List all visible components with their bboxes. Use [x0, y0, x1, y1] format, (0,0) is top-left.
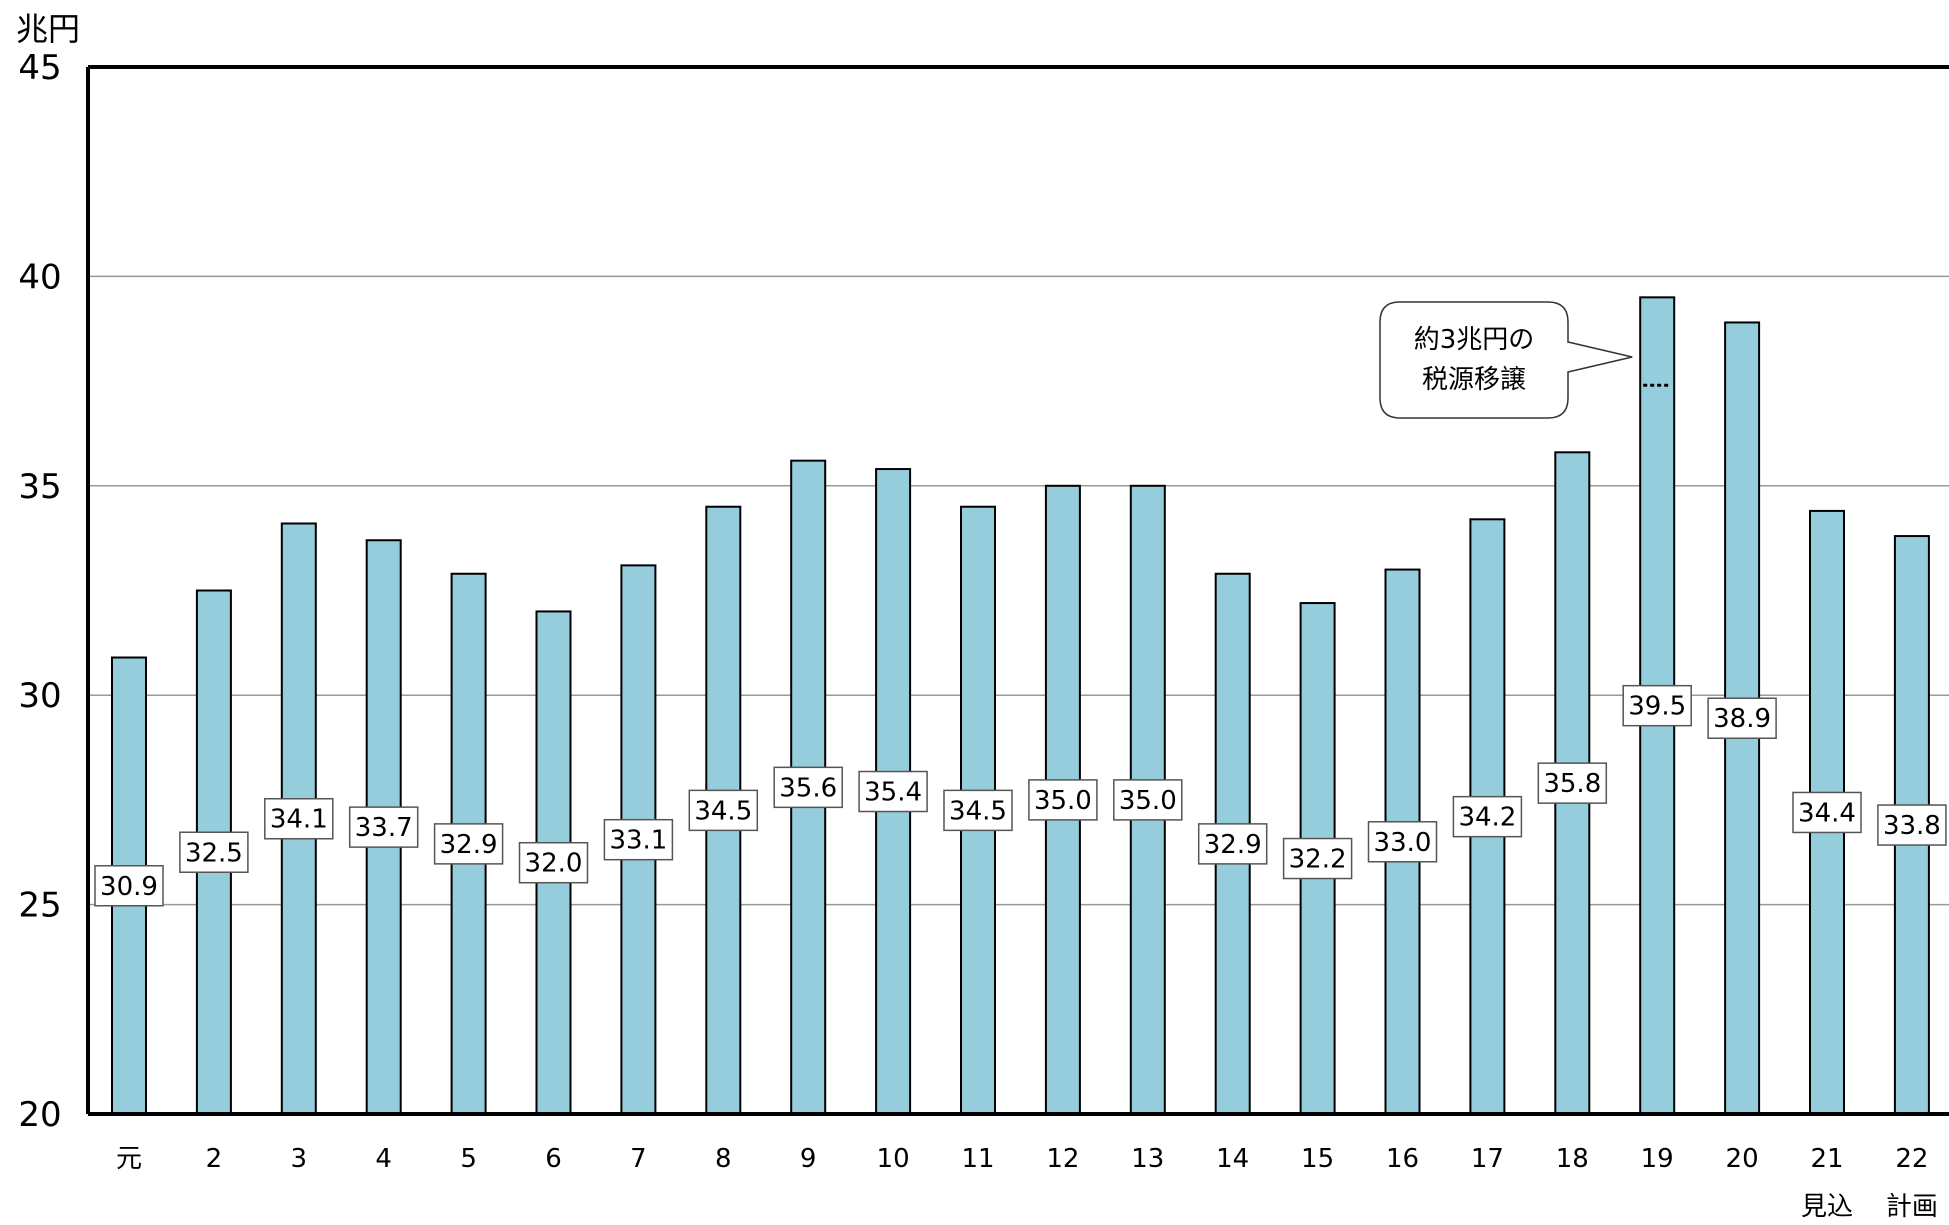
x-tick-label: 2: [206, 1144, 223, 1174]
value-label: 35.0: [1034, 786, 1092, 816]
value-label: 33.8: [1883, 811, 1941, 841]
value-label: 34.5: [694, 796, 752, 826]
value-label-box: [1707, 697, 1777, 739]
value-label-box: [1452, 795, 1523, 838]
x-tick-label: 6: [545, 1144, 562, 1174]
value-label: 32.5: [185, 838, 243, 868]
x-tick-label: 13: [1131, 1144, 1164, 1174]
value-label-box: [1792, 791, 1862, 834]
x-tick-label: 17: [1471, 1144, 1504, 1174]
callout-bubble: [1379, 301, 1633, 419]
value-label: 32.9: [1204, 830, 1262, 860]
y-tick-label: 25: [18, 886, 61, 926]
x-tick-sublabel: 計画: [1886, 1192, 1938, 1221]
x-tick-label: 10: [877, 1144, 910, 1174]
value-label: 32.2: [1289, 845, 1347, 875]
value-label-box: [1537, 762, 1608, 804]
x-tick-label: 18: [1556, 1144, 1589, 1174]
value-label: 34.4: [1798, 798, 1856, 828]
y-tick-label: 35: [18, 467, 61, 507]
value-label: 35.8: [1543, 769, 1601, 799]
value-label: 33.7: [355, 813, 413, 843]
value-label-box: [518, 841, 589, 884]
x-tick-sublabel: 見込: [1801, 1192, 1853, 1221]
value-label: 30.9: [100, 872, 158, 902]
value-label-box: [1113, 779, 1183, 821]
value-label-box: [1877, 804, 1947, 846]
x-tick-label: 12: [1046, 1144, 1079, 1174]
y-tick-label: 40: [18, 257, 61, 297]
value-label-box: [433, 823, 504, 865]
x-tick-label: 8: [715, 1144, 732, 1174]
callout-text: 税源移譲: [1422, 365, 1526, 395]
label-layer: 30.9 32.5 34.1 33.7 32.9 32.0 33.1 34.5 35.6 35.4…: [94, 684, 1947, 907]
x-tick-label: 20: [1726, 1144, 1759, 1174]
x-tick-label: 14: [1216, 1144, 1249, 1174]
x-tick-label: 3: [291, 1144, 308, 1174]
value-label: 35.6: [779, 773, 837, 803]
y-tick-label: 30: [18, 676, 61, 716]
x-tick-label: 21: [1810, 1144, 1843, 1174]
value-label: 38.9: [1713, 704, 1771, 734]
value-label: 35.0: [1119, 786, 1177, 816]
y-tick-label: 45: [18, 48, 61, 88]
value-label: 32.9: [440, 830, 498, 860]
value-label: 39.5: [1628, 692, 1686, 722]
x-tick-label: 4: [375, 1144, 392, 1174]
value-label-box: [858, 770, 928, 813]
value-label-box: [264, 797, 334, 840]
y-tick-label: 20: [18, 1095, 61, 1135]
x-tick-label: 9: [800, 1144, 817, 1174]
value-label-box: [1028, 779, 1098, 821]
y-unit-label: 兆円: [16, 10, 80, 48]
value-label-box: [943, 789, 1013, 832]
value-label: 34.2: [1458, 803, 1516, 833]
x-tick-label: 7: [630, 1144, 647, 1174]
x-tick-label: 11: [961, 1144, 994, 1174]
value-label-box: [1197, 823, 1268, 865]
x-tick-label: 15: [1301, 1144, 1334, 1174]
value-label: 33.0: [1374, 828, 1432, 858]
value-label-box: [1367, 821, 1438, 863]
value-label: 34.5: [949, 796, 1007, 826]
value-label-box: [1282, 837, 1353, 880]
value-label: 34.1: [270, 805, 328, 835]
value-label: 33.1: [609, 826, 667, 856]
value-label-box: [688, 789, 759, 832]
value-label-box: [773, 766, 843, 809]
x-tick-label: 22: [1895, 1144, 1928, 1174]
value-label-box: [603, 818, 674, 861]
value-label: 32.0: [525, 849, 583, 879]
callout-text: 約3兆円の: [1414, 325, 1535, 355]
x-tick-label: 19: [1641, 1144, 1674, 1174]
x-tick-label: 元: [116, 1144, 142, 1174]
value-label-box: [1622, 684, 1692, 727]
x-tick-label: 16: [1386, 1144, 1419, 1174]
value-label-box: [348, 806, 419, 848]
value-label: 35.4: [864, 778, 922, 808]
value-label-box: [179, 831, 249, 873]
x-tick-label: 5: [460, 1144, 477, 1174]
value-label-box: [94, 865, 164, 907]
